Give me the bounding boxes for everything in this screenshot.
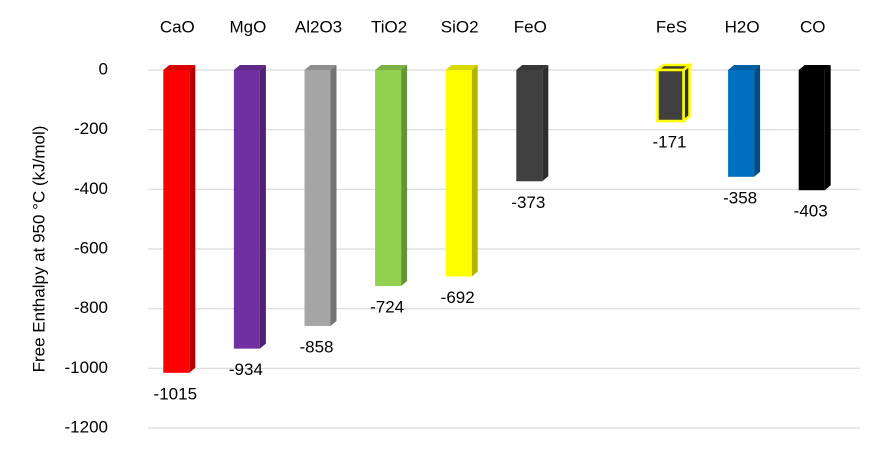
bar-side (471, 65, 478, 277)
x-tick-label: H2O (725, 17, 760, 36)
x-tick-label: CO (800, 17, 826, 36)
data-label: -373 (511, 193, 545, 212)
bar (375, 70, 402, 286)
x-tick-label: SiO2 (441, 17, 479, 36)
bar-top (375, 65, 408, 70)
x-tick-label: MgO (229, 17, 266, 36)
bar-side (189, 65, 196, 373)
y-tick-label: -1200 (65, 417, 108, 436)
bar-side (401, 65, 408, 286)
data-label: -403 (794, 202, 828, 221)
x-tick-label: FeS (656, 17, 687, 36)
x-tick-label: CaO (160, 17, 195, 36)
y-tick-label: -200 (74, 119, 108, 138)
y-tick-label: -600 (74, 238, 108, 257)
bar-top (304, 65, 337, 70)
data-label: -358 (723, 188, 757, 207)
bar (304, 70, 331, 326)
bar-side (330, 65, 337, 326)
x-tick-label: FeO (514, 17, 547, 36)
y-tick-label: -1000 (65, 358, 108, 377)
bar (656, 68, 685, 123)
y-tick-label: -800 (74, 298, 108, 317)
x-tick-label: TiO2 (371, 17, 407, 36)
bar-top (445, 65, 478, 70)
bar (516, 70, 543, 182)
bar-side (259, 65, 266, 349)
data-label: -171 (652, 132, 686, 151)
bar (445, 70, 472, 277)
bar-top (163, 65, 196, 70)
bar-side (542, 65, 549, 182)
data-label: -858 (299, 337, 333, 356)
bar (163, 70, 190, 373)
bar (798, 70, 825, 191)
y-tick-label: 0 (99, 59, 108, 78)
data-label: -692 (441, 288, 475, 307)
bar-top (728, 65, 761, 70)
bar-top (516, 65, 549, 70)
data-label: -934 (229, 360, 263, 379)
y-tick-label: -400 (74, 179, 108, 198)
x-tick-label: Al2O3 (295, 17, 342, 36)
bar-top (233, 65, 266, 70)
data-label: -724 (370, 297, 404, 316)
bar (728, 70, 755, 177)
bar-side (754, 65, 761, 177)
bar-top (798, 65, 831, 70)
bar (233, 70, 260, 349)
bar-side (824, 65, 831, 191)
y-axis-title: Free Enthalpy at 950 °C (kJ/mol) (29, 126, 48, 373)
data-label: -1015 (154, 384, 197, 403)
